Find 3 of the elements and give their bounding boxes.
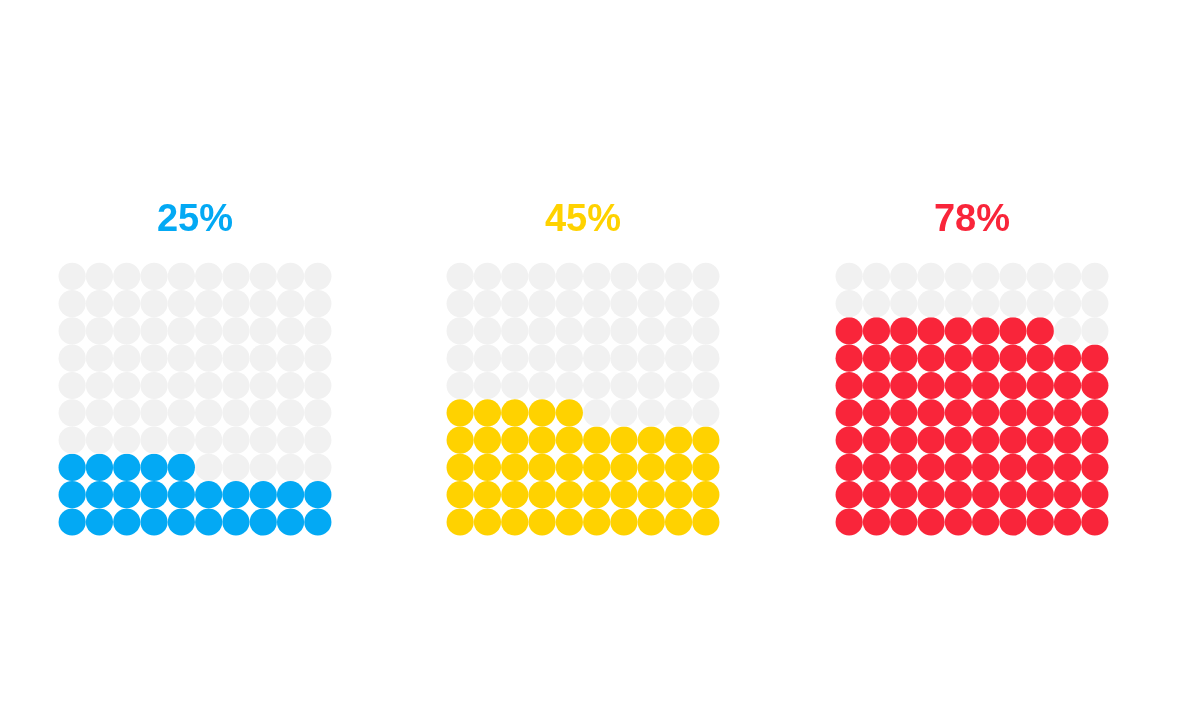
data-label: 45%: [544, 197, 622, 239]
data-label: 25%: [156, 197, 234, 239]
data-label: 78%: [933, 197, 1011, 239]
